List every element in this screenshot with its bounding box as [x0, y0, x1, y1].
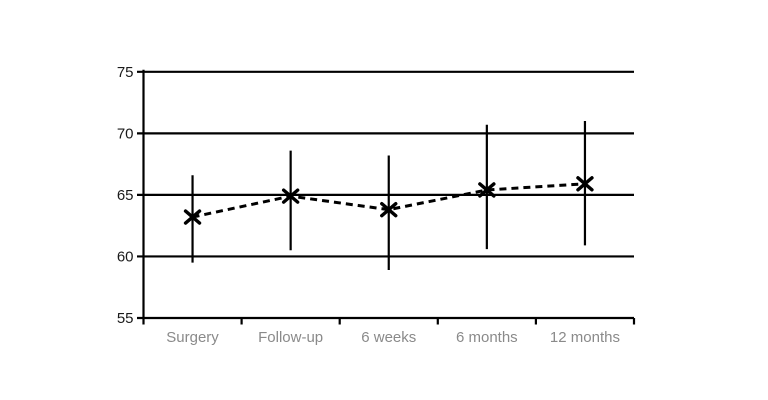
x-category-label: 6 weeks — [361, 329, 416, 346]
x-category-label: 12 months — [550, 329, 620, 346]
series-line — [192, 182, 586, 219]
y-tick-label: 75 — [117, 64, 134, 81]
data-point-marker — [576, 176, 594, 192]
data-point-marker — [281, 188, 300, 204]
data-point-marker — [478, 182, 496, 198]
y-tick-label: 60 — [117, 248, 134, 265]
y-tick-label: 55 — [117, 310, 134, 327]
y-tick-label: 70 — [117, 125, 134, 142]
x-category-label: Follow-up — [258, 329, 323, 346]
y-tick-label: 65 — [117, 187, 134, 204]
x-category-label: Surgery — [166, 329, 219, 346]
x-category-label: 6 months — [456, 329, 518, 346]
data-point-marker — [380, 201, 398, 218]
data-point-marker — [183, 209, 202, 225]
